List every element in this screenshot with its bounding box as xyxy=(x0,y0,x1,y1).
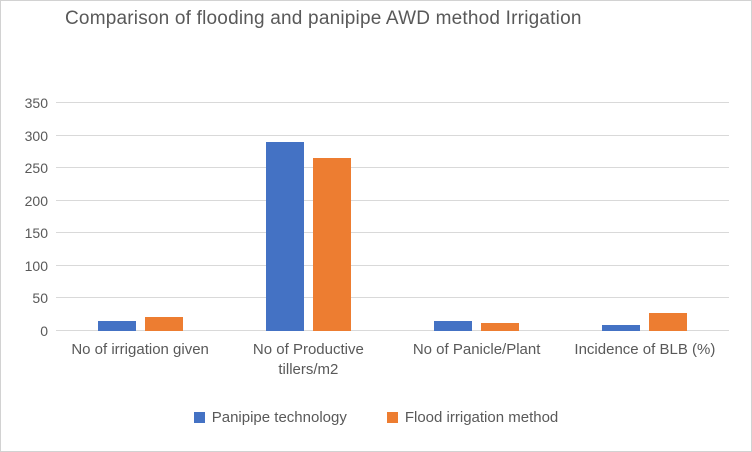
legend-marker-icon xyxy=(193,412,205,423)
legend-label: Flood irrigation method xyxy=(404,409,559,426)
gridline-y-50 xyxy=(56,297,729,299)
x-axis-category-label: No of Panicle/Plant xyxy=(412,341,541,358)
y-axis-tick-label: 300 xyxy=(24,127,48,144)
bar-panipipe-technology xyxy=(602,324,641,331)
y-axis-tick-label: 200 xyxy=(24,192,48,209)
legend-item-panipipe-technology: Panipipe technology xyxy=(193,409,347,426)
bar-flood-irrigation-method xyxy=(481,322,520,331)
y-axis-tick-label: 350 xyxy=(24,95,48,111)
gridline-y-0 xyxy=(56,330,729,331)
legend-marker-icon xyxy=(386,412,398,423)
y-axis-tick-label: 50 xyxy=(32,290,48,307)
x-axis-labels: No of irrigation given No of Productive t… xyxy=(56,340,729,380)
bar-group-no-of-panicle-plant xyxy=(393,321,561,331)
x-axis-category-label: No of Productive tillers/m2 xyxy=(252,341,364,378)
bar-group-no-of-irrigation-given xyxy=(56,317,224,331)
bar-flood-irrigation-method xyxy=(144,317,183,331)
bar-flood-irrigation-method xyxy=(312,158,351,331)
gridline-y-200 xyxy=(56,199,729,201)
legend-label: Panipipe technology xyxy=(211,409,347,426)
bar-groups xyxy=(56,103,729,331)
y-axis-tick-label: 150 xyxy=(24,225,48,242)
gridline-y-250 xyxy=(56,167,729,169)
legend: Panipipe technology Flood irrigation meth… xyxy=(1,409,751,426)
bar-group-incidence-of-blb xyxy=(561,313,729,331)
gridline-y-350 xyxy=(56,102,729,103)
y-axis-tick-label: 0 xyxy=(40,323,48,339)
x-axis-category-label: Incidence of BLB (%) xyxy=(574,341,716,358)
y-axis: 0 50 100 150 200 250 300 350 xyxy=(1,95,48,339)
bar-panipipe-technology xyxy=(434,321,473,331)
bar-group-no-of-productive-tillers-m2 xyxy=(224,142,392,331)
gridline-y-150 xyxy=(56,232,729,234)
gridline-y-300 xyxy=(56,134,729,136)
legend-item-flood-irrigation-method: Flood irrigation method xyxy=(386,409,559,426)
plot-area xyxy=(56,102,729,331)
gridline-y-100 xyxy=(56,264,729,266)
bar-panipipe-technology xyxy=(97,321,136,331)
chart-title: Comparison of flooding and panipipe AWD … xyxy=(65,8,582,29)
bar-panipipe-technology xyxy=(265,142,304,331)
y-axis-tick-label: 100 xyxy=(24,257,48,274)
bar-flood-irrigation-method xyxy=(649,313,688,331)
x-axis-category-label: No of irrigation given xyxy=(71,341,209,358)
y-axis-tick-label: 250 xyxy=(24,160,48,177)
